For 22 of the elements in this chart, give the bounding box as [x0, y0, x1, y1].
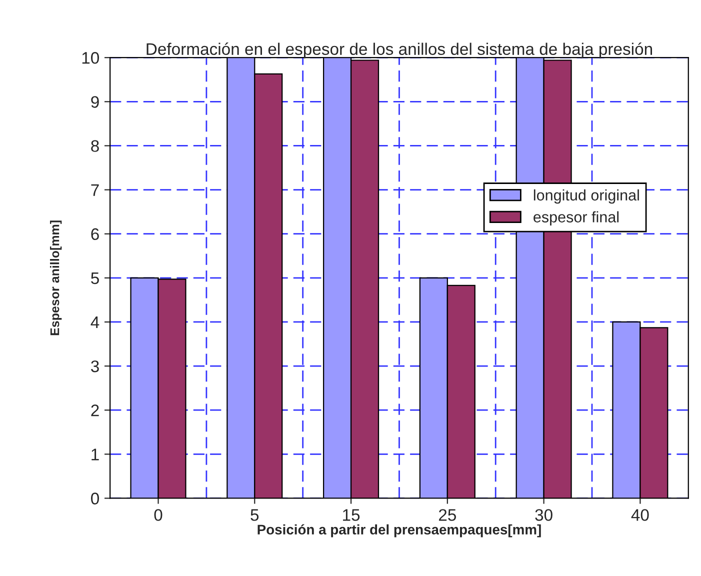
y-tick-label: 4	[90, 316, 100, 328]
y-tick-label: 1	[92, 448, 99, 460]
legend-label: longitud original	[534, 189, 639, 204]
x-tick-label: 25	[438, 509, 456, 521]
y-tick-label: 2	[91, 404, 99, 416]
x-tick-label: 30	[535, 509, 552, 521]
y-tick-label: 7	[91, 184, 99, 196]
y-axis-title: Espesor anillo[mm]	[50, 220, 62, 336]
x-tick-label: 15	[343, 509, 360, 521]
chart-title: Deformación en el espesor de los anillos del sistema de baja presión	[146, 42, 652, 58]
legend-label: espesor final	[534, 211, 619, 226]
y-tick-label: 3	[91, 360, 99, 372]
y-tick-label: 8	[91, 140, 99, 152]
x-tick-label: 5	[250, 509, 259, 521]
x-axis-title: Posición a partir del prensaempaques[mm]	[258, 524, 541, 538]
y-tick-label: 10	[82, 52, 99, 64]
y-tick-label: 0	[91, 492, 99, 504]
x-tick-label: 0	[154, 509, 162, 521]
y-tick-label: 5	[91, 272, 99, 284]
x-tick-label: 40	[631, 509, 649, 521]
y-tick-label: 6	[91, 228, 99, 240]
y-tick-label: 9	[91, 96, 99, 108]
